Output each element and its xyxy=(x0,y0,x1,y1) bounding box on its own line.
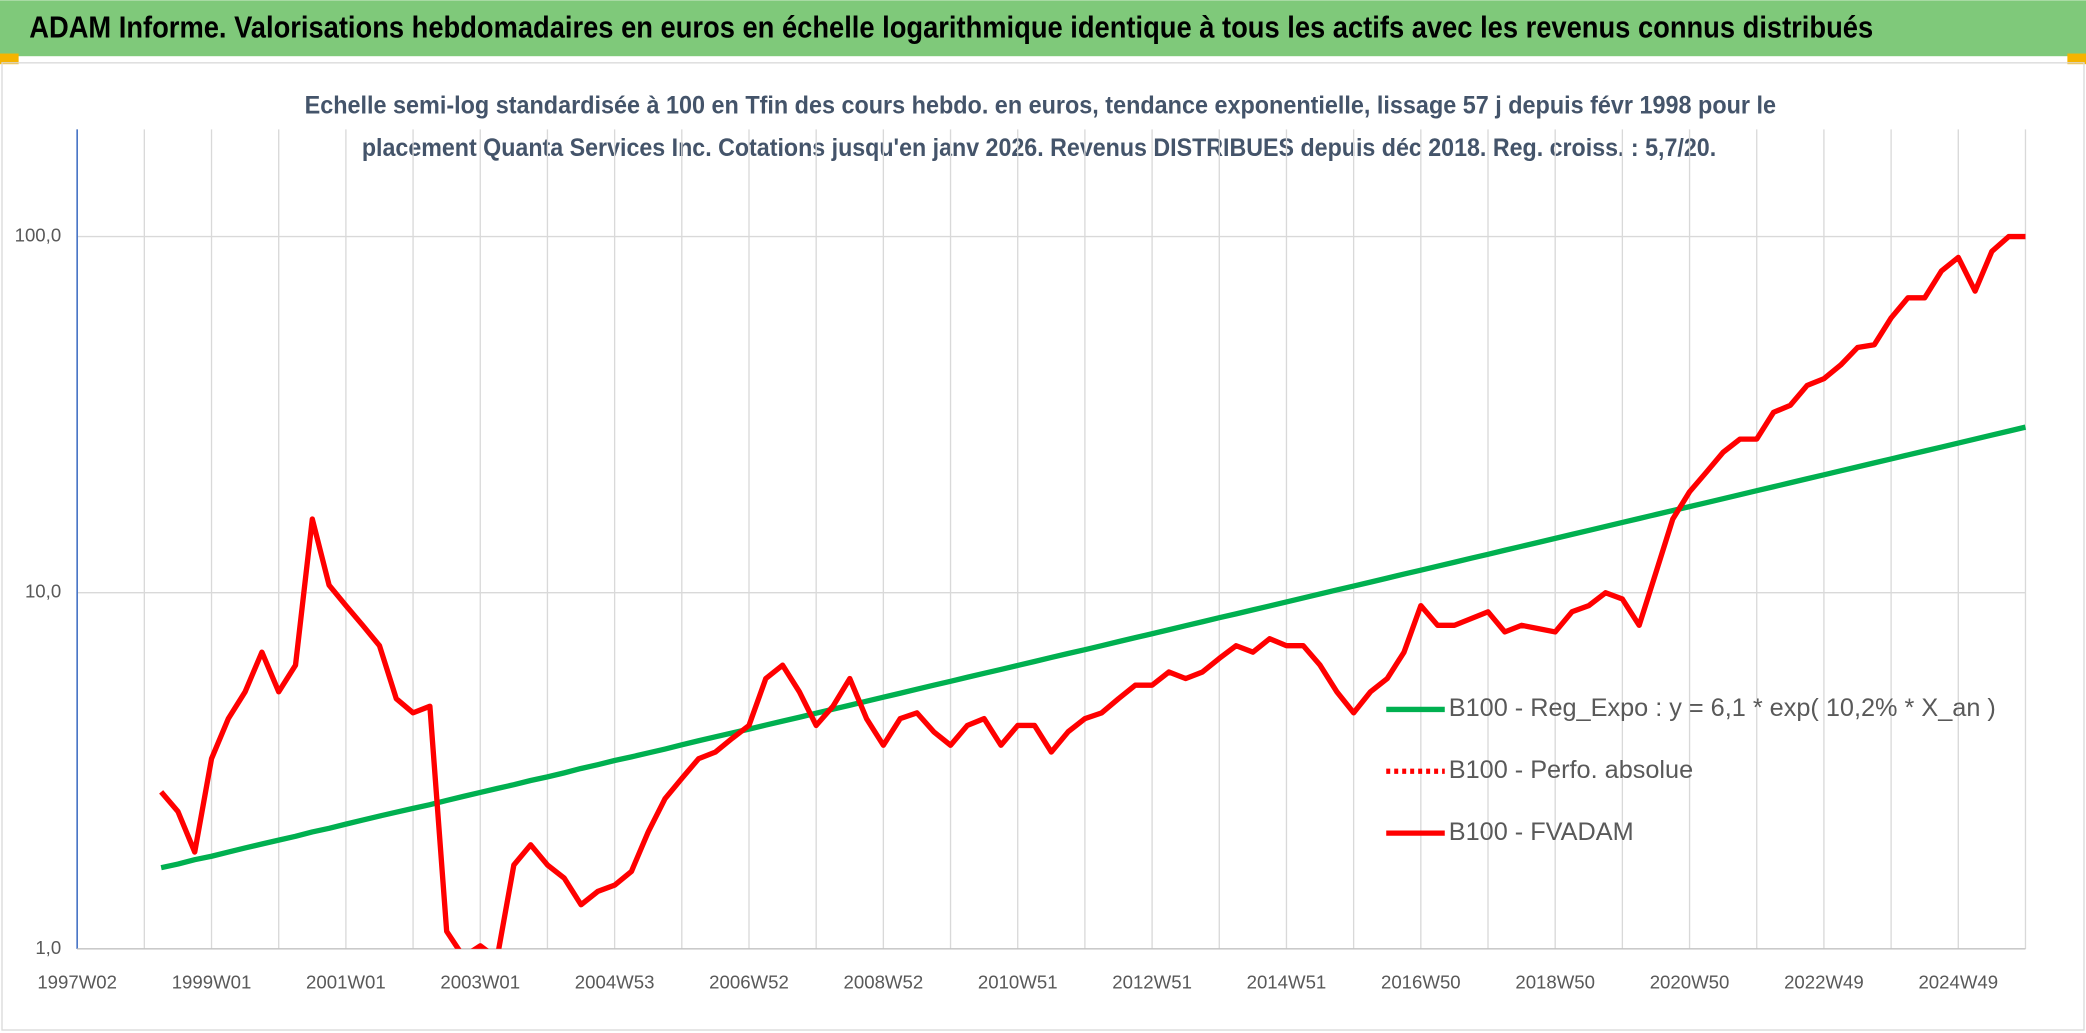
x-tick-label: 2010W51 xyxy=(978,971,1058,992)
x-tick-label: 2016W50 xyxy=(1381,971,1461,992)
x-tick-label: 2014W51 xyxy=(1247,971,1327,992)
header-bar xyxy=(0,0,2086,57)
plot-area xyxy=(159,233,2027,949)
x-tick-label: 2018W50 xyxy=(1515,971,1595,992)
legend-label: B100 - FVADAM xyxy=(1449,818,1634,846)
y-tick-label: 1,0 xyxy=(35,937,61,958)
x-tick-label: 2004W53 xyxy=(575,971,655,992)
y-tick-label: 10,0 xyxy=(25,581,61,602)
x-tick-label: 2006W52 xyxy=(709,971,789,992)
x-tick-label: 1997W02 xyxy=(37,971,117,992)
x-tick-label: 2008W52 xyxy=(844,971,924,992)
chart-subtitle: placement Quanta Services Inc. Cotations… xyxy=(362,134,1716,162)
y-tick-label: 100,0 xyxy=(15,224,62,245)
x-tick-label: 2024W49 xyxy=(1918,971,1998,992)
legend-label: B100 - Reg_Expo : y = 6,1 * exp( 10,2% *… xyxy=(1449,694,1996,722)
x-tick-label: 2012W51 xyxy=(1112,971,1192,992)
chart-frame xyxy=(1,62,2085,1031)
x-tick-label: 2020W50 xyxy=(1650,971,1730,992)
header-title: ADAM Informe. Valorisations hebdomadaire… xyxy=(29,11,1873,45)
chart-subtitle: Echelle semi-log standardisée à 100 en T… xyxy=(305,91,1776,119)
x-tick-label: 2022W49 xyxy=(1784,971,1864,992)
x-tick-label: 2003W01 xyxy=(440,971,520,992)
legend-label: B100 - Perfo. absolue xyxy=(1449,756,1693,784)
corner-mark xyxy=(2067,53,2086,65)
series-line xyxy=(159,233,2026,949)
x-tick-label: 2001W01 xyxy=(306,971,386,992)
x-tick-label: 1999W01 xyxy=(172,971,252,992)
series-line xyxy=(160,424,2027,871)
corner-mark xyxy=(0,53,19,65)
